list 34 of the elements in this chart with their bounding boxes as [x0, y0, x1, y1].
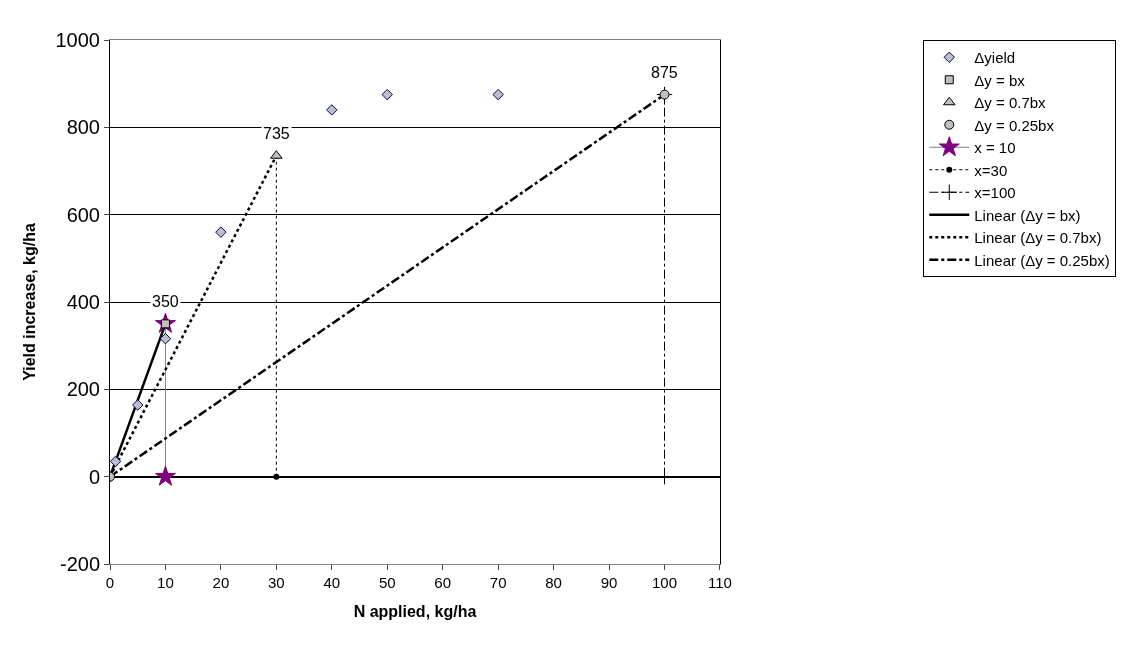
x-tick-label: 40	[323, 574, 341, 591]
legend-label: Δyield	[974, 49, 1016, 67]
x-tick-label: 70	[489, 574, 507, 591]
legend-label: x=100	[974, 184, 1016, 202]
x-axis-title: N applied, kg/ha	[353, 602, 477, 620]
y-tick-label: 0	[88, 465, 100, 488]
x-tick-label: 90	[600, 574, 618, 591]
x-tick-label: 60	[434, 574, 452, 591]
y-axis-title: Yield increase, kg/ha	[21, 223, 39, 381]
legend-label: Δy = 0.25bx	[974, 116, 1055, 134]
legend-label: Δy = bx	[974, 71, 1026, 89]
y-tick-label: 400	[66, 291, 100, 313]
x-tick-label: 0	[105, 574, 115, 591]
y-tick-label: 600	[66, 203, 100, 226]
y-tick-label: 1000	[55, 29, 100, 51]
legend-label: x=30	[974, 161, 1008, 179]
legend-label: Linear (Δy = bx)	[974, 206, 1081, 224]
x-tick-label: 30	[268, 574, 285, 591]
annotation: 350	[152, 293, 179, 310]
legend-label: Δy = 0.7bx	[974, 94, 1047, 112]
legend-label: Linear (Δy = 0.7bx)	[974, 229, 1102, 247]
annotation: 875	[651, 64, 678, 81]
x-tick-label: 110	[708, 574, 732, 591]
x-tick-label: 10	[157, 574, 174, 591]
x-tick-label: 80	[545, 574, 562, 591]
y-tick-label: 800	[66, 116, 100, 139]
y-tick-label: 200	[66, 378, 100, 401]
legend-label: Linear (Δy = 0.25bx)	[974, 251, 1110, 269]
x-tick-label: 100	[651, 574, 678, 591]
y-tick-label: -200	[59, 553, 100, 575]
x-tick-label: 50	[378, 574, 396, 591]
annotation: 735	[263, 125, 290, 142]
x-tick-label: 20	[212, 574, 230, 591]
legend-label: x = 10	[974, 139, 1016, 157]
